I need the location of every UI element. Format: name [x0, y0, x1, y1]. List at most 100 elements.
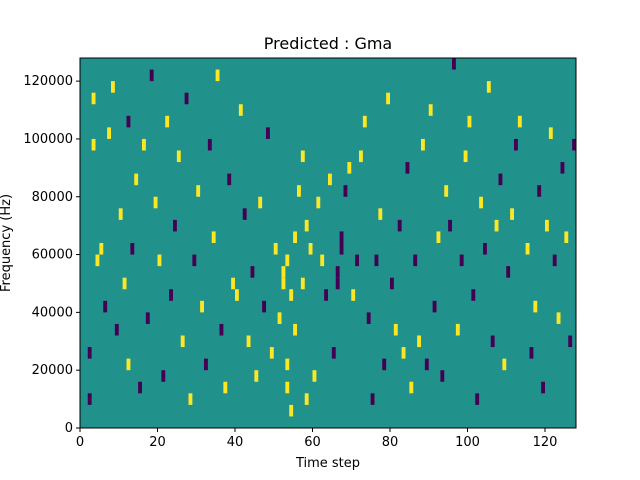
heatmap-cells	[87, 58, 576, 417]
heatmap-cell	[475, 393, 480, 405]
heatmap-cell	[432, 300, 437, 313]
heatmap-cell	[529, 347, 534, 359]
plot-background	[80, 58, 576, 428]
heatmap-cell	[324, 289, 328, 301]
heatmap-cell	[428, 104, 433, 116]
heatmap-cell	[87, 393, 92, 405]
y-tick-label: 80000	[32, 190, 73, 205]
y-tick-label: 0	[65, 421, 73, 436]
heatmap-cell	[134, 173, 139, 186]
heatmap-cell	[351, 289, 356, 301]
heatmap-cell	[537, 185, 542, 197]
heatmap-cell	[490, 335, 495, 348]
heatmap-cell	[362, 115, 367, 128]
heatmap-cell	[339, 231, 344, 243]
heatmap-cell	[188, 393, 193, 405]
heatmap-cell	[572, 138, 576, 151]
heatmap-cell	[421, 138, 425, 151]
heatmap-cell	[285, 254, 290, 267]
heatmap-cell	[107, 127, 111, 139]
y-tick-label: 120000	[23, 74, 73, 89]
heatmap-cell	[289, 289, 294, 301]
heatmap-cell	[300, 150, 305, 163]
heatmap-cell	[211, 231, 216, 243]
heatmap-cell	[370, 393, 375, 405]
heatmap-cell	[153, 196, 158, 209]
heatmap-cell	[277, 312, 282, 324]
heatmap-cell	[99, 243, 104, 255]
heatmap-cell	[281, 277, 286, 290]
heatmap-cell	[417, 335, 421, 348]
y-axis-label: Frequency (Hz)	[0, 194, 14, 292]
heatmap-cell	[343, 185, 348, 197]
heatmap-cell	[479, 196, 483, 209]
heatmap-cell	[304, 393, 309, 405]
heatmap-cell	[266, 127, 270, 139]
heatmap-cell	[339, 243, 344, 255]
heatmap-cell	[308, 243, 313, 255]
heatmap-cell	[157, 254, 162, 267]
x-tick-label: 20	[149, 435, 166, 450]
heatmap-cell	[91, 92, 96, 105]
heatmap-cell	[165, 115, 170, 128]
heatmap-cell	[467, 115, 472, 128]
heatmap-cell	[483, 243, 487, 255]
heatmap-cell	[289, 404, 294, 417]
heatmap-cell	[87, 347, 92, 359]
x-tick-label: 40	[227, 435, 244, 450]
heatmap-cell	[200, 300, 204, 313]
heatmap-cell	[471, 289, 476, 301]
heatmap-cell	[149, 69, 154, 82]
heatmap-cell	[541, 381, 545, 394]
heatmap-cell	[552, 254, 557, 267]
heatmap-cell	[269, 347, 274, 359]
heatmap-cell	[293, 231, 297, 243]
heatmap-cell	[347, 162, 352, 174]
heatmap-cell	[494, 219, 499, 232]
heatmap-cell	[219, 323, 224, 336]
y-tick-label: 20000	[32, 363, 73, 378]
heatmap-cell	[405, 162, 410, 174]
plot-frame	[79, 57, 577, 429]
heatmap-cell	[366, 312, 371, 324]
x-tick-label: 0	[76, 435, 84, 450]
heatmap-cell	[142, 138, 146, 151]
heatmap-cell	[114, 323, 119, 336]
y-tick-label: 100000	[23, 132, 73, 147]
heatmap-cell	[463, 150, 468, 163]
heatmap-cell	[525, 243, 530, 255]
heatmap-cell	[545, 219, 549, 232]
heatmap-cell	[568, 335, 573, 348]
heatmap-cell	[126, 115, 131, 128]
heatmap-cell	[227, 173, 232, 186]
heatmap-cell	[196, 185, 201, 197]
heatmap-cell	[502, 358, 507, 371]
heatmap-cell	[176, 150, 181, 163]
heatmap-cell	[246, 335, 251, 348]
heatmap-cell	[393, 323, 398, 336]
y-axis: 0 20000 40000 60000 80000 100000 120000	[23, 74, 80, 436]
heatmap-cell	[254, 370, 259, 382]
heatmap-cell	[204, 358, 208, 371]
heatmap-cell	[285, 358, 290, 371]
x-axis-label: Time step	[295, 456, 360, 471]
heatmap-cell	[548, 127, 553, 139]
x-tick-label: 100	[455, 435, 480, 450]
heatmap-cell	[486, 81, 491, 93]
heatmap-cell	[235, 289, 239, 301]
heatmap-cell	[207, 138, 212, 151]
heatmap-cell	[138, 381, 142, 394]
heatmap-cell	[238, 104, 243, 116]
heatmap-cell	[409, 381, 414, 394]
heatmap-cell	[455, 323, 460, 336]
heatmap-cell	[424, 358, 429, 371]
heatmap-cell	[355, 254, 359, 267]
heatmap-cell	[242, 208, 247, 220]
heatmap-cell	[533, 300, 538, 313]
heatmap-cell	[514, 138, 518, 151]
heatmap-cell	[111, 81, 115, 93]
chart-title: Predicted : Gma	[264, 34, 392, 53]
heatmap-cell	[564, 231, 569, 243]
heatmap-cell	[506, 266, 511, 278]
y-tick-label: 60000	[32, 248, 73, 263]
